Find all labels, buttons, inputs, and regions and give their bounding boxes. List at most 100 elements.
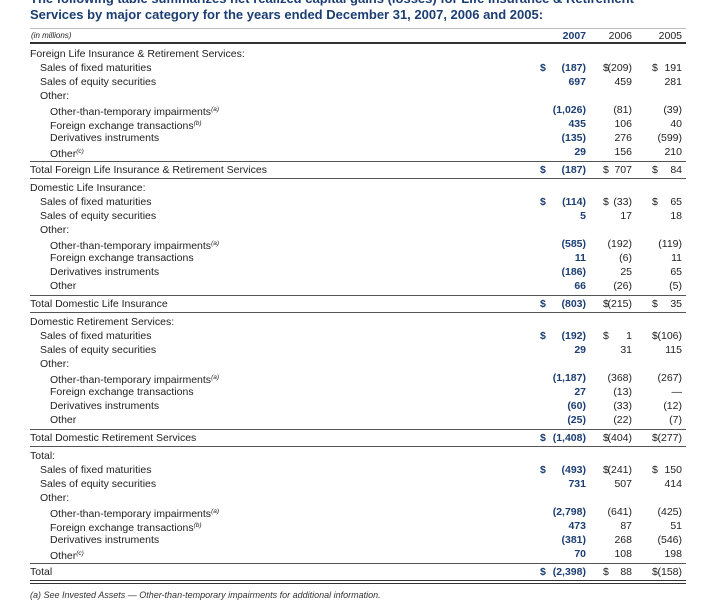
label-text: Sales of fixed maturities xyxy=(40,196,152,208)
label-text: Other: xyxy=(40,224,70,236)
row-label: Foreign exchange transactions(b) xyxy=(50,519,202,535)
cell-value: (2,398) xyxy=(552,566,586,578)
rule xyxy=(30,312,686,313)
row-label: Derivatives instruments xyxy=(50,399,159,413)
cell-value: 198 xyxy=(664,548,682,560)
cell-value: 276 xyxy=(614,132,632,144)
label-text: Derivatives instruments xyxy=(50,400,160,412)
cell-value: 65 xyxy=(670,196,682,208)
row-label: Sales of equity securities xyxy=(40,75,156,89)
cell-value: (803) xyxy=(561,298,586,310)
cell-value: (187) xyxy=(561,62,586,74)
row-label: Derivatives instruments xyxy=(50,265,159,279)
currency: $ xyxy=(603,464,609,476)
cell-value: 281 xyxy=(664,76,682,88)
cell-value: (7) xyxy=(669,414,682,426)
label-text: Other-than-temporary impairments xyxy=(50,374,212,386)
label-text: Total: xyxy=(30,450,56,462)
currency: $ xyxy=(603,298,609,310)
cell-value: (192) xyxy=(607,238,632,250)
cell-value: 66 xyxy=(574,280,586,292)
currency: $ xyxy=(540,298,546,310)
currency: $ xyxy=(652,566,658,578)
cell-value: 210 xyxy=(664,146,682,158)
row-label: Sales of fixed maturities xyxy=(40,195,151,209)
label-text: Other: xyxy=(40,90,70,102)
cell-value: (33) xyxy=(613,400,632,412)
row-label: Sales of fixed maturities xyxy=(40,61,151,75)
row-label: Total Domestic Life Insurance xyxy=(30,297,168,311)
row-label: Foreign exchange transactions xyxy=(50,251,194,265)
currency: $ xyxy=(603,196,609,208)
footnote: (a) See Invested Assets — Other-than-tem… xyxy=(30,590,381,600)
cell-value: 108 xyxy=(614,548,632,560)
cell-value: (599) xyxy=(657,132,682,144)
label-text: Other xyxy=(50,414,77,426)
footnote-ref: (a) xyxy=(211,508,220,515)
cell-value: (1,187) xyxy=(552,372,586,384)
rule xyxy=(30,42,686,44)
cell-value: 106 xyxy=(614,118,632,130)
cell-value: 5 xyxy=(580,210,586,222)
row-label: Other: xyxy=(40,223,69,237)
label-text: Derivatives instruments xyxy=(50,266,160,278)
label-text: Sales of fixed maturities xyxy=(40,330,152,342)
cell-value: (114) xyxy=(562,196,586,208)
cell-value: (368) xyxy=(607,372,632,384)
label-text: Other-than-temporary impairments xyxy=(50,240,212,252)
row-label: Other: xyxy=(40,357,69,371)
currency: $ xyxy=(603,432,609,444)
currency: $ xyxy=(540,62,546,74)
rule xyxy=(30,178,686,179)
label-text: Total Foreign Life Insurance & Retiremen… xyxy=(30,164,267,176)
row-label: Other xyxy=(50,413,76,427)
cell-value: (119) xyxy=(658,238,682,250)
footnote-ref: (b) xyxy=(193,120,202,127)
label-text: Sales of equity securities xyxy=(40,344,157,356)
rule xyxy=(30,563,686,564)
row-label: Domestic Retirement Services: xyxy=(30,315,174,329)
label-text: Foreign exchange transactions xyxy=(50,522,194,534)
currency: $ xyxy=(652,196,658,208)
label-text: Sales of fixed maturities xyxy=(40,464,152,476)
footnote-ref: (a) xyxy=(211,106,220,113)
footnote-ref: (c) xyxy=(76,550,84,557)
cell-value: (81) xyxy=(613,104,632,116)
footnote-ref: (a) xyxy=(211,240,220,247)
cell-value: (493) xyxy=(561,464,586,476)
year-header: 2005 xyxy=(658,30,682,42)
currency: $ xyxy=(540,164,546,176)
label-text: Foreign exchange transactions xyxy=(50,386,194,398)
currency: $ xyxy=(652,62,658,74)
row-label: Foreign exchange transactions(b) xyxy=(50,117,202,133)
footnote-ref: (a) xyxy=(211,374,220,381)
cell-value: 31 xyxy=(620,344,632,356)
cell-value: 29 xyxy=(574,146,586,158)
cell-value: 731 xyxy=(568,478,586,490)
label-text: Derivatives instruments xyxy=(50,534,160,546)
label-text: Domestic Retirement Services: xyxy=(30,316,175,328)
label-text: Foreign exchange transactions xyxy=(50,252,194,264)
row-label: Other(c) xyxy=(50,145,84,161)
cell-value: 115 xyxy=(665,344,682,356)
row-label: Other: xyxy=(40,491,69,505)
cell-value: (186) xyxy=(561,266,586,278)
rule xyxy=(30,28,686,29)
cell-value: (241) xyxy=(607,464,632,476)
currency: $ xyxy=(540,432,546,444)
cell-value: 697 xyxy=(568,76,586,88)
cell-value: 27 xyxy=(574,386,586,398)
currency: $ xyxy=(652,432,658,444)
label-text: Total Domestic Life Insurance xyxy=(30,298,168,310)
label-text: Other-than-temporary impairments xyxy=(50,508,212,520)
row-label: Domestic Life Insurance: xyxy=(30,181,146,195)
row-label: Foreign Life Insurance & Retirement Serv… xyxy=(30,47,245,61)
cell-value: (2,798) xyxy=(552,506,586,518)
cell-value: 707 xyxy=(614,164,632,176)
row-label: Sales of equity securities xyxy=(40,343,156,357)
cell-value: 1 xyxy=(626,330,632,342)
cell-value: 40 xyxy=(670,118,682,130)
cell-value: 17 xyxy=(620,210,632,222)
label-text: Other: xyxy=(40,492,70,504)
rule xyxy=(30,429,686,430)
